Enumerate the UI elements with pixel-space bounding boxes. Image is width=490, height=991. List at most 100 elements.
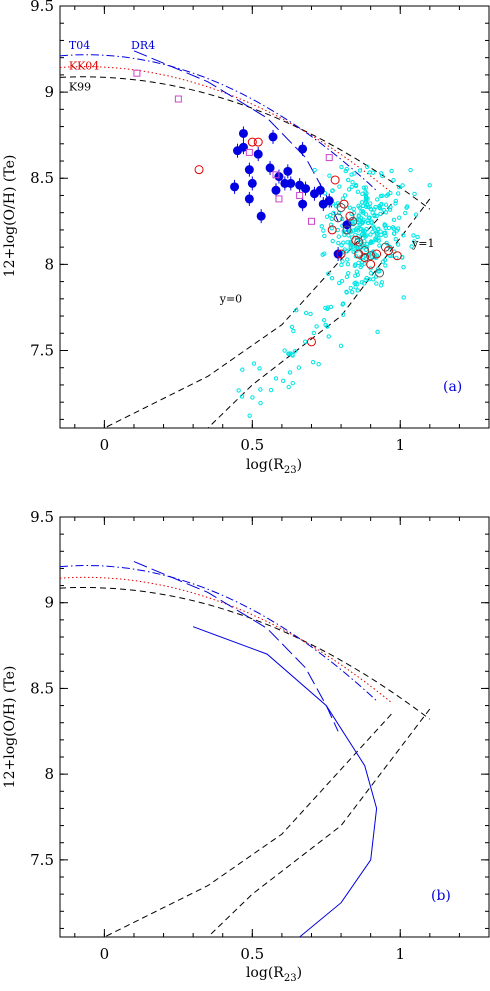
panel-a: 0 0.5 1 7.5 8 8.5 9 9.5 T04 DR4 KK04 K99 y=0 y=1 (a)… <box>2 0 490 476</box>
cyan-point <box>356 203 361 209</box>
cyan-point <box>382 223 387 228</box>
cyan-point <box>375 197 380 202</box>
cyan-point <box>391 217 397 222</box>
cyan-point <box>397 215 402 220</box>
cyan-point <box>396 185 402 190</box>
cyan-point <box>412 191 417 197</box>
cyan-point <box>282 348 287 353</box>
cyan-point <box>367 170 372 175</box>
annotation-kk04: KK04 <box>69 60 99 73</box>
cyan-point <box>336 240 341 246</box>
filled-point <box>286 178 296 188</box>
cyan-point <box>322 233 327 239</box>
cyan-point <box>239 394 245 399</box>
cyan-point <box>344 274 350 279</box>
cyan-point <box>360 191 365 197</box>
kk04-curve <box>59 576 392 703</box>
cyan-point <box>325 306 330 312</box>
cyan-point <box>348 240 353 246</box>
black-open-point <box>380 242 390 252</box>
cyan-point <box>302 339 308 344</box>
cyan-point <box>354 269 360 274</box>
cyan-point <box>358 240 363 245</box>
cyan-point <box>353 182 359 188</box>
square-point <box>133 69 141 77</box>
cyan-point <box>392 231 397 236</box>
filled-point <box>298 199 308 209</box>
cyan-point <box>346 270 351 276</box>
cyan-point <box>356 213 362 218</box>
x-tick-label: 0.5 <box>240 436 264 454</box>
y-tick-label: 7.5 <box>30 851 54 869</box>
cyan-point <box>355 189 361 195</box>
square-point <box>296 191 304 199</box>
blue-solid-curve <box>192 626 378 938</box>
k99-curve <box>104 713 392 938</box>
cyan-point <box>388 204 393 210</box>
cyan-point <box>379 280 385 285</box>
cyan-point <box>348 285 353 291</box>
red-open-point <box>339 199 349 209</box>
red-open-point <box>327 225 337 235</box>
panel-b-ylabel: 12+log(O/H) (Te) <box>2 666 18 789</box>
cyan-point <box>365 218 370 223</box>
black-open-point <box>333 213 343 223</box>
red-open-point <box>306 337 316 347</box>
cyan-point <box>358 221 363 227</box>
cyan-point <box>412 239 417 244</box>
cyan-point <box>250 395 255 400</box>
red-open-point <box>247 137 257 147</box>
red-open-point <box>366 259 376 269</box>
cyan-point <box>344 289 349 294</box>
red-open-point <box>336 249 346 259</box>
cyan-point <box>352 171 357 176</box>
cyan-point <box>360 210 366 215</box>
panel-a-label: (a) <box>443 379 462 395</box>
cyan-point <box>383 230 388 235</box>
cyan-point <box>350 218 355 223</box>
cyan-point <box>341 312 346 317</box>
cyan-point <box>380 173 385 179</box>
cyan-point <box>383 263 388 268</box>
x-tick-label: 0 <box>100 945 110 963</box>
cyan-point <box>350 179 355 185</box>
cyan-point <box>349 184 354 190</box>
kk04-curve <box>59 66 392 193</box>
filled-point <box>238 128 248 138</box>
cyan-point <box>321 228 326 233</box>
annotation-y0: y=0 <box>219 292 242 305</box>
cyan-point <box>361 217 366 222</box>
cyan-point <box>379 201 384 207</box>
cyan-point <box>330 188 335 193</box>
cyan-point <box>413 212 419 217</box>
cyan-point <box>373 236 378 241</box>
cyan-point <box>346 187 352 192</box>
cyan-point <box>379 232 384 237</box>
dr4-curve <box>133 50 339 222</box>
square-point <box>174 95 182 103</box>
black-open-point <box>348 216 358 226</box>
cyan-point <box>287 370 293 375</box>
t04-curve <box>59 564 377 702</box>
cyan-point <box>360 228 366 233</box>
filled-point <box>298 144 308 154</box>
cyan-point <box>323 322 328 328</box>
filled-point <box>301 184 311 194</box>
filled-point <box>333 249 343 259</box>
cyan-point <box>353 248 358 254</box>
cyan-point <box>337 184 342 189</box>
cyan-point <box>321 317 327 323</box>
k99-curve <box>104 203 392 429</box>
cyan-point <box>393 236 398 242</box>
cyan-point <box>329 275 335 281</box>
cyan-point <box>401 295 406 300</box>
cyan-point <box>292 349 298 354</box>
cyan-point <box>368 239 374 245</box>
filled-point <box>271 185 281 195</box>
black-open-point <box>360 246 370 256</box>
cyan-point <box>329 216 334 222</box>
cyan-point <box>346 177 351 183</box>
cyan-point <box>339 262 344 268</box>
cyan-point <box>380 259 386 264</box>
cyan-point <box>359 280 365 285</box>
